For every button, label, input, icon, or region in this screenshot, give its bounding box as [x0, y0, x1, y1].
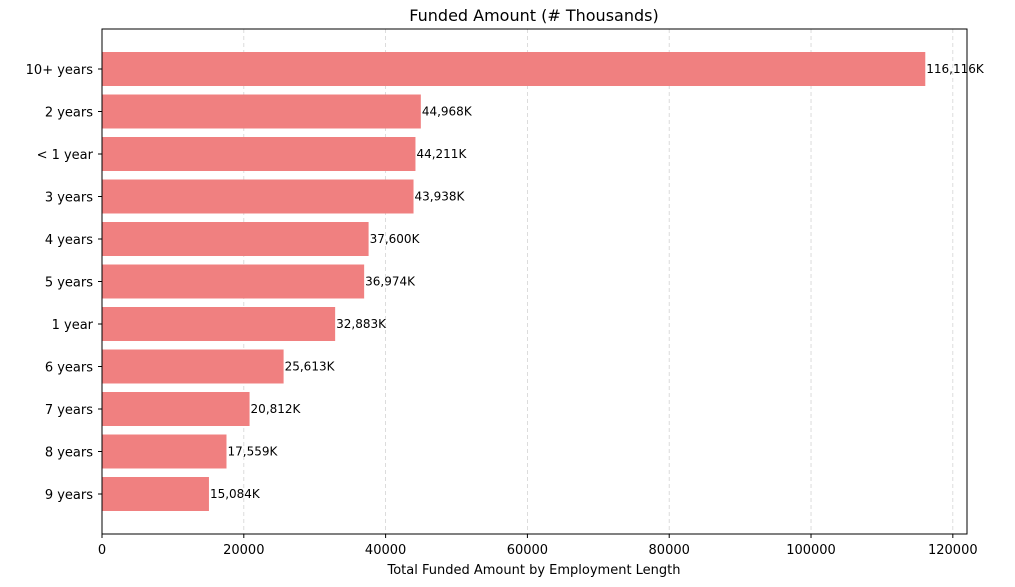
y-tick-label-0: 10+ years [26, 63, 94, 78]
y-tick-label-2: < 1 year [37, 148, 94, 163]
y-tick-label-4: 4 years [45, 233, 93, 248]
bar-6 [102, 307, 336, 341]
data-label-0: 116,116K [926, 62, 985, 76]
data-label-6: 32,883K [336, 317, 387, 331]
data-label-4: 37,600K [370, 232, 421, 246]
bar-10 [102, 477, 209, 511]
bar-2 [102, 137, 416, 171]
bar-7 [102, 349, 284, 384]
data-label-9: 17,559K [227, 445, 278, 459]
bar-0 [102, 52, 926, 86]
data-labels: 116,116K 44,968K 44,211K 43,938K 37,600K 36,9… [210, 62, 985, 501]
y-tick-label-10: 9 years [45, 488, 93, 503]
data-label-2: 44,211K [416, 147, 467, 161]
x-tick-label-0: 0 [98, 543, 106, 558]
y-tick-label-3: 3 years [45, 191, 93, 206]
data-label-1: 44,968K [422, 105, 473, 119]
x-tick-label-1: 20000 [223, 543, 264, 558]
bar-9 [102, 434, 227, 469]
chart-title: Funded Amount (# Thousands) [409, 6, 658, 25]
y-tick-label-8: 7 years [45, 403, 93, 418]
x-tick-label-6: 120000 [928, 543, 978, 558]
data-label-5: 36,974K [365, 275, 416, 289]
bar-4 [102, 222, 369, 256]
bar-5 [102, 264, 365, 299]
bar-8 [102, 392, 250, 426]
x-tick-label-2: 40000 [365, 543, 406, 558]
y-tick-label-1: 2 years [45, 106, 93, 121]
plot-frame [101, 28, 968, 535]
bar-3 [102, 179, 414, 214]
data-label-7: 25,613K [285, 360, 336, 374]
bars [102, 52, 926, 511]
x-axis-label: Total Funded Amount by Employment Length [386, 563, 680, 578]
data-label-3: 43,938K [415, 190, 466, 204]
data-label-10: 15,084K [210, 487, 261, 501]
y-tick-label-6: 1 year [52, 318, 94, 333]
x-tick-label-4: 80000 [649, 543, 690, 558]
x-tick-label-3: 60000 [507, 543, 548, 558]
data-label-8: 20,812K [251, 402, 302, 416]
y-tick-label-5: 5 years [45, 276, 93, 291]
y-tick-label-7: 6 years [45, 361, 93, 376]
x-tick-label-5: 100000 [786, 543, 836, 558]
axes: 10+ years 2 years < 1 year 3 years 4 years 5 … [26, 28, 978, 558]
y-tick-label-9: 8 years [45, 446, 93, 461]
bar-1 [102, 94, 421, 129]
